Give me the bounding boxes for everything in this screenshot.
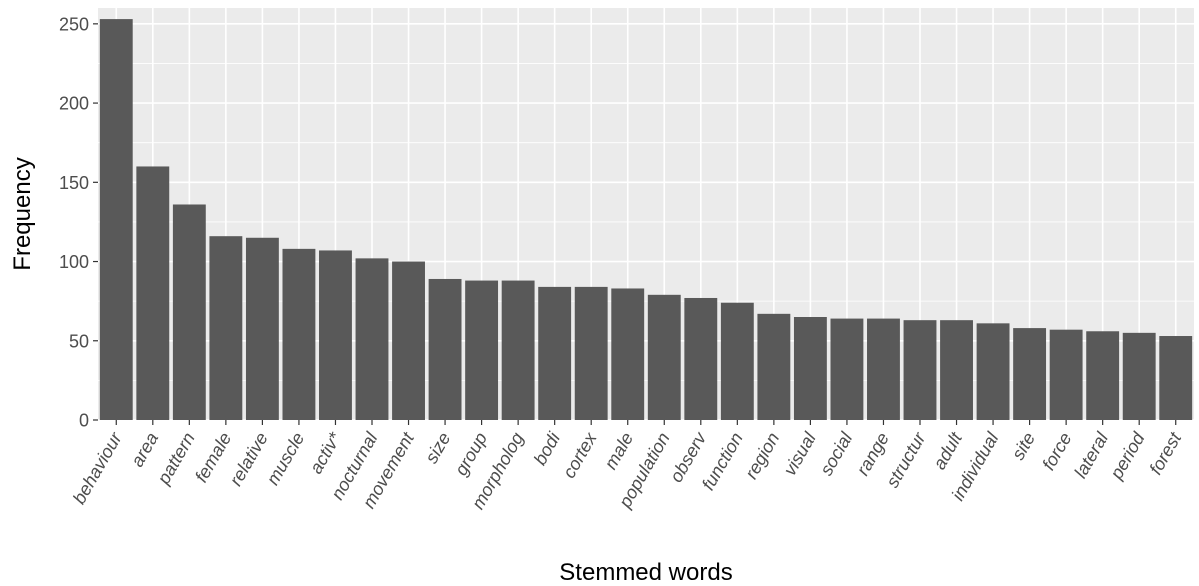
bar-site bbox=[1013, 328, 1047, 420]
y-axis-title: Frequency bbox=[9, 157, 36, 270]
bar-observ bbox=[684, 297, 718, 420]
bar-bodi bbox=[538, 286, 572, 420]
bar-range bbox=[867, 318, 900, 420]
y-tick-label: 150 bbox=[59, 173, 89, 193]
bar-movement bbox=[392, 261, 425, 420]
y-tick-label: 0 bbox=[79, 411, 89, 431]
bar-morpholog bbox=[501, 280, 535, 420]
bar-region bbox=[757, 313, 791, 420]
y-axis: 0 50 100 150 200 250 bbox=[59, 14, 98, 431]
bar-social bbox=[830, 318, 864, 420]
bar-lateral bbox=[1086, 331, 1120, 420]
bar-muscle bbox=[282, 248, 316, 420]
bar-function bbox=[720, 302, 754, 420]
bar-force bbox=[1049, 329, 1083, 420]
bar-visual bbox=[793, 317, 827, 420]
y-tick-label: 200 bbox=[59, 94, 89, 114]
bar-population bbox=[647, 294, 681, 420]
bar-cortex bbox=[574, 286, 608, 420]
bar-pattern bbox=[172, 204, 206, 420]
plot-panel bbox=[98, 8, 1194, 420]
bar-adult bbox=[940, 320, 973, 420]
bar-series bbox=[99, 19, 1193, 420]
bar-period bbox=[1122, 332, 1156, 420]
bar-nocturnal bbox=[355, 258, 389, 420]
x-axis-title: Stemmed words bbox=[559, 559, 732, 586]
minor-gridlines bbox=[98, 63, 1194, 381]
bar-individual bbox=[976, 323, 1010, 420]
bar-behaviour bbox=[99, 19, 133, 420]
y-tick-label: 100 bbox=[59, 252, 89, 272]
bar-activ bbox=[319, 250, 352, 420]
bar-size bbox=[428, 278, 462, 420]
y-tick-label: 50 bbox=[69, 331, 89, 351]
y-tick-label: 250 bbox=[59, 14, 89, 34]
bar-group bbox=[465, 280, 499, 420]
bar-area bbox=[136, 166, 170, 420]
bar-male bbox=[611, 288, 645, 420]
bar-female bbox=[209, 236, 243, 420]
bar-relative bbox=[245, 237, 279, 420]
bar-forest bbox=[1159, 336, 1193, 420]
bar-structur bbox=[903, 320, 937, 420]
